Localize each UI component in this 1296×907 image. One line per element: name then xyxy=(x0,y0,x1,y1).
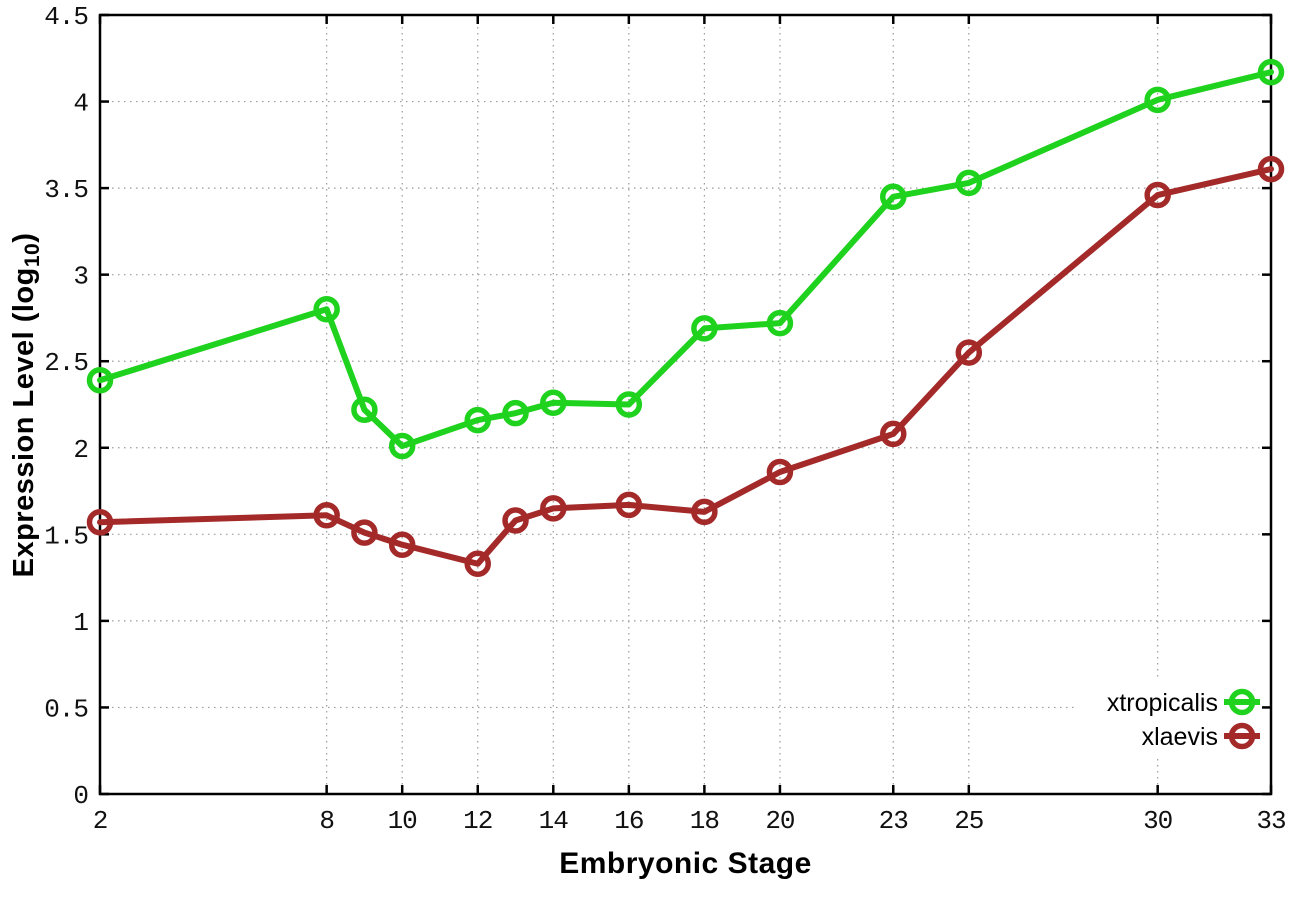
data-point-xtropicalis xyxy=(1257,58,1285,86)
data-point-xtropicalis xyxy=(1144,86,1171,114)
data-point-xlaevis xyxy=(502,507,529,534)
data-point-xtropicalis xyxy=(351,396,378,423)
legend-marker-xlaevis xyxy=(1228,722,1256,750)
data-point-xtropicalis xyxy=(502,399,529,427)
series-line-xlaevis xyxy=(97,166,1274,567)
data-point-xtropicalis xyxy=(691,315,718,342)
x-tick-label: 20 xyxy=(765,806,794,836)
y-tick-label: 3.5 xyxy=(44,175,88,205)
y-tick-label: 4.5 xyxy=(44,2,88,32)
x-tick-label: 12 xyxy=(463,806,492,836)
x-tick-label: 33 xyxy=(1256,806,1285,836)
data-point-xtropicalis xyxy=(880,183,907,211)
data-point-xtropicalis xyxy=(464,406,491,434)
y-tick-label: 1 xyxy=(73,608,88,638)
data-point-xtropicalis xyxy=(615,391,643,418)
y-axis-title-text: Expression Level (log10) xyxy=(8,232,44,578)
y-tick-label: 3 xyxy=(73,262,88,292)
x-tick-label: 2 xyxy=(93,806,108,836)
data-point-xtropicalis xyxy=(388,432,416,460)
y-tick-label: 4 xyxy=(73,89,88,119)
y-tick-label: 0.5 xyxy=(44,694,88,724)
x-tick-label: 8 xyxy=(319,806,334,836)
x-tick-label: 30 xyxy=(1143,806,1172,836)
data-point-xlaevis xyxy=(766,458,794,486)
data-point-xlaevis xyxy=(1144,181,1171,209)
data-point-xlaevis xyxy=(86,508,114,536)
data-point-xtropicalis xyxy=(540,389,567,417)
y-tick-label: 1.5 xyxy=(44,521,88,551)
data-point-xlaevis xyxy=(955,339,983,366)
data-point-xlaevis xyxy=(351,519,378,546)
data-point-xtropicalis xyxy=(766,309,794,337)
plot-border xyxy=(98,13,1273,796)
data-point-xlaevis xyxy=(880,420,907,448)
data-point-xtropicalis xyxy=(313,296,340,323)
series-line-xtropicalis xyxy=(97,69,1274,450)
data-point-xlaevis xyxy=(313,502,340,529)
data-point-xtropicalis xyxy=(955,169,983,197)
legend-label-xlaevis: xlaevis xyxy=(1142,723,1218,751)
x-tick-label: 14 xyxy=(539,806,569,836)
x-tick-label: 10 xyxy=(388,806,417,836)
x-tick-label: 23 xyxy=(879,806,908,836)
y-tick-label: 2 xyxy=(73,435,88,465)
x-tick-label: 25 xyxy=(954,806,983,836)
legend-marker-xtropicalis xyxy=(1228,688,1256,716)
data-point-xlaevis xyxy=(691,498,718,526)
x-tick-label: 16 xyxy=(614,806,643,836)
data-point-xlaevis xyxy=(1257,155,1285,183)
y-tick-label: 0 xyxy=(73,781,88,811)
y-tick-label: 2.5 xyxy=(44,348,88,378)
data-point-xlaevis xyxy=(615,491,643,519)
data-point-xtropicalis xyxy=(86,367,114,394)
data-point-xlaevis xyxy=(540,495,567,522)
data-point-xlaevis xyxy=(464,550,491,578)
legend-label-xtropicalis: xtropicalis xyxy=(1107,689,1218,717)
x-tick-label: 18 xyxy=(690,806,719,836)
y-axis-title-suffix: ) xyxy=(8,232,40,243)
y-axis-title-subscript: 10 xyxy=(21,242,44,268)
x-axis-title: Embryonic Stage xyxy=(0,847,1296,881)
y-axis-title-prefix: Expression Level (log xyxy=(8,267,40,578)
x-axis-title-text: Embryonic Stage xyxy=(559,847,812,880)
data-point-xlaevis xyxy=(388,531,416,558)
